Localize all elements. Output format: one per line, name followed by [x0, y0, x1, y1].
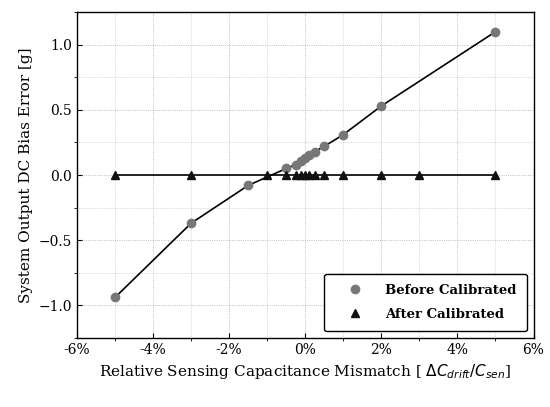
Before Calibrated — [245, 183, 251, 188]
After Calibrated — [283, 173, 289, 177]
After Calibrated — [306, 173, 312, 177]
After Calibrated — [492, 173, 499, 177]
After Calibrated — [264, 173, 271, 177]
Before Calibrated — [283, 166, 289, 171]
After Calibrated — [321, 173, 328, 177]
Before Calibrated — [188, 221, 195, 225]
After Calibrated — [293, 173, 299, 177]
Line: Before Calibrated: Before Calibrated — [111, 28, 499, 302]
Line: After Calibrated: After Calibrated — [111, 171, 499, 179]
Before Calibrated — [321, 144, 328, 149]
After Calibrated — [416, 173, 422, 177]
Before Calibrated — [298, 158, 305, 163]
Before Calibrated — [311, 149, 318, 154]
After Calibrated — [298, 173, 305, 177]
Before Calibrated — [293, 162, 299, 167]
After Calibrated — [188, 173, 195, 177]
Y-axis label: System Output DC Bias Error [g]: System Output DC Bias Error [g] — [19, 47, 33, 303]
Before Calibrated — [112, 295, 118, 300]
After Calibrated — [378, 173, 384, 177]
After Calibrated — [311, 173, 318, 177]
Before Calibrated — [340, 132, 346, 137]
Legend: Before Calibrated, After Calibrated: Before Calibrated, After Calibrated — [324, 274, 527, 331]
Before Calibrated — [306, 153, 312, 158]
After Calibrated — [340, 173, 346, 177]
After Calibrated — [302, 173, 309, 177]
Before Calibrated — [302, 155, 309, 160]
Before Calibrated — [378, 103, 384, 108]
After Calibrated — [112, 173, 118, 177]
Before Calibrated — [492, 29, 499, 34]
X-axis label: Relative Sensing Capacitance Mismatch [ $\Delta C_{drift}/C_{sen}$]: Relative Sensing Capacitance Mismatch [ … — [99, 362, 512, 381]
